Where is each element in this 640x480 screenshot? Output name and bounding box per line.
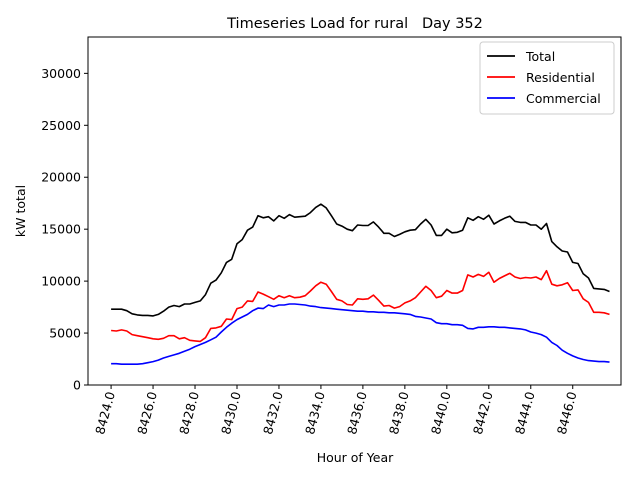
x-axis-label: Hour of Year bbox=[317, 450, 394, 465]
y-axis: 0 5000 10000 15000 20000 25000 30000 bbox=[41, 66, 88, 393]
y-tick-label: 15000 bbox=[41, 222, 81, 237]
series-line-commercial bbox=[111, 303, 610, 366]
y-axis-label: kW total bbox=[13, 185, 28, 237]
legend-box bbox=[479, 41, 615, 115]
y-tick-label: 0 bbox=[73, 378, 81, 393]
legend: Total Residential Commercial bbox=[479, 41, 615, 115]
series-line-total bbox=[111, 203, 610, 317]
chart-title: Timeseries Load for rural Day 352 bbox=[226, 16, 483, 32]
plot-lines bbox=[111, 203, 610, 366]
y-tick-label: 25000 bbox=[41, 118, 81, 133]
legend-label-residential: Residential bbox=[526, 70, 595, 85]
y-tick-label: 5000 bbox=[49, 326, 81, 341]
series-line-residential bbox=[111, 269, 610, 343]
y-tick-label: 30000 bbox=[41, 66, 81, 81]
y-tick-label: 20000 bbox=[41, 170, 81, 185]
legend-label-total: Total bbox=[525, 49, 555, 64]
plot-frame bbox=[87, 36, 622, 386]
legend-label-commercial: Commercial bbox=[526, 91, 601, 106]
y-tick-label: 10000 bbox=[41, 274, 81, 289]
